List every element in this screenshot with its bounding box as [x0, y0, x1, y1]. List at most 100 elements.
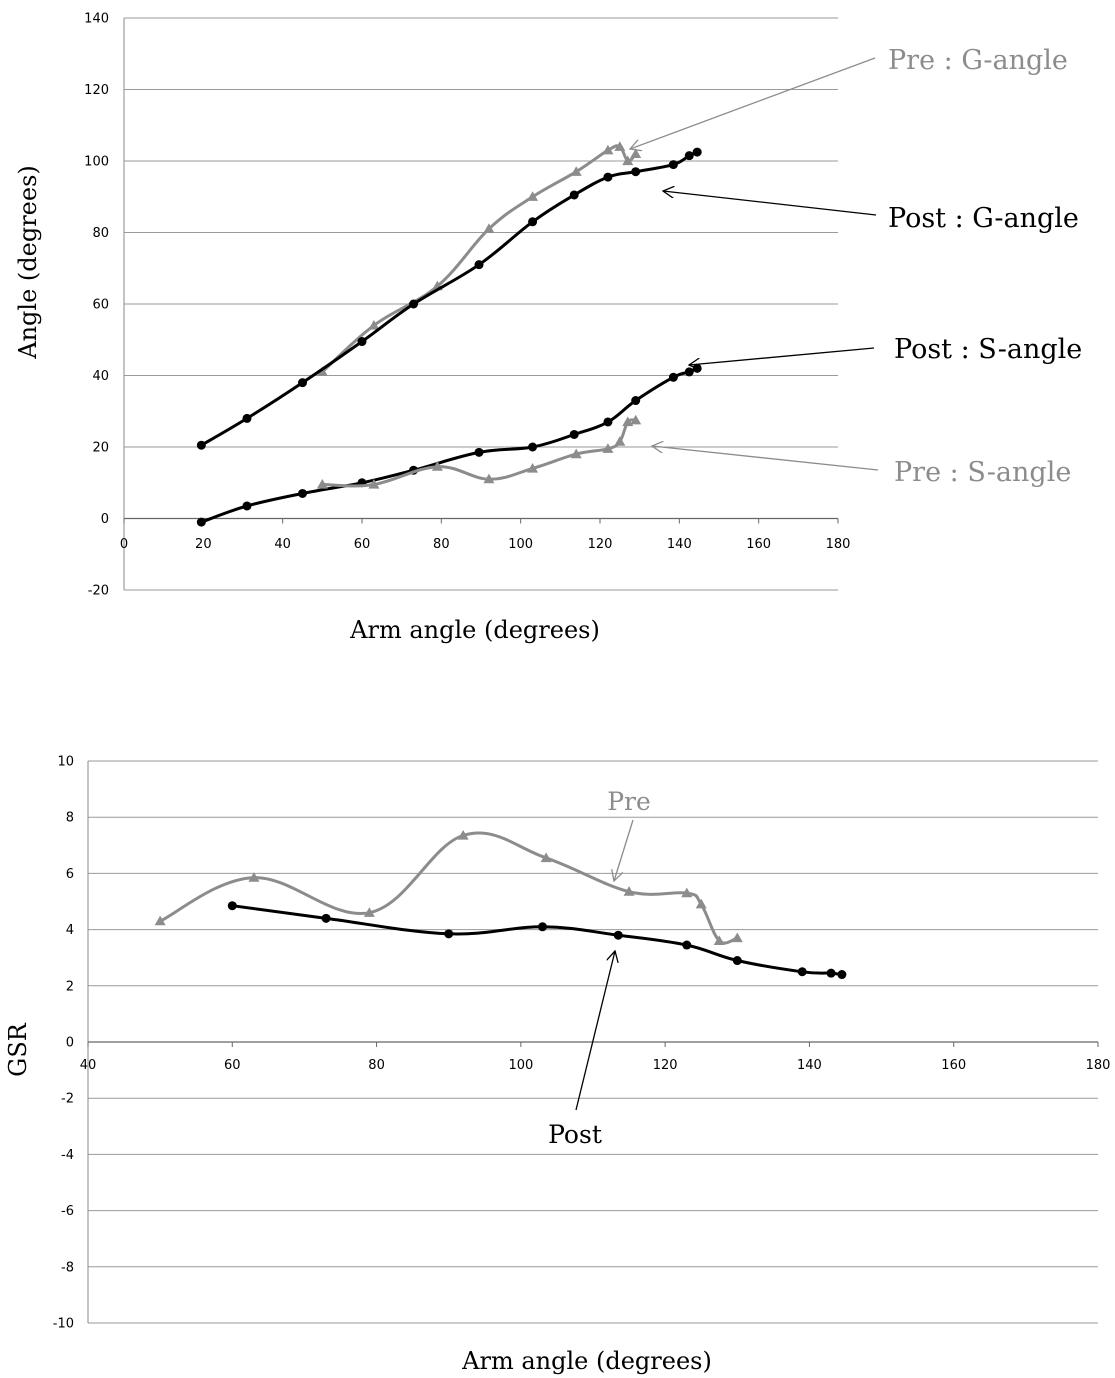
angle-chart-y-axis-title: Angle (degrees) [14, 165, 42, 360]
data-point-post-s-angle [684, 367, 694, 377]
series-pre-s-angle [316, 414, 642, 489]
data-point-pre-s-angle [527, 462, 539, 473]
data-point-pre [154, 915, 166, 926]
data-point-post [321, 913, 331, 923]
arrow-post-s-angle [689, 347, 875, 365]
data-point-pre-s-angle [368, 479, 380, 489]
data-point-pre-g-angle [316, 366, 328, 377]
data-point-pre [713, 935, 725, 945]
data-point-pre-g-angle [527, 191, 539, 201]
data-point-post-g-angle [569, 190, 579, 200]
gsr-y-tick-label: 8 [66, 811, 74, 826]
angle-x-tick-label: 0 [120, 537, 128, 552]
gsr-y-tick-label: -10 [53, 1317, 74, 1332]
data-point-pre-s-angle [316, 479, 328, 489]
angle-x-tick-label: 80 [433, 537, 450, 552]
gsr-y-tick-label: 10 [57, 755, 74, 770]
angle-y-tick-label: 100 [84, 155, 109, 170]
gsr-x-tick-label: 80 [368, 1058, 385, 1073]
gsr-chart-tick-labels: -10 -8 -6 -4 -2 0 2 4 6 8 10 40 60 80 100 120 140 160 180 [53, 755, 1111, 1332]
angle-y-tick-label: 60 [92, 298, 109, 313]
data-point-post-g-angle [357, 337, 367, 347]
data-point-post-g-angle [242, 413, 252, 423]
annotation-pre-s-angle: Pre : S-angle [894, 457, 1071, 488]
data-point-pre [695, 898, 707, 909]
angle-chart: -20 0 20 40 60 80 100 120 140 0 20 40 60 80 100 120 140 1… [14, 12, 1082, 645]
gsr-chart-gridlines [88, 760, 1098, 1324]
data-point-post [732, 956, 742, 966]
data-point-post-s-angle [668, 372, 678, 382]
data-point-post-g-angle [692, 147, 702, 157]
data-point-post-s-angle [631, 396, 641, 406]
angle-chart-x-axis-title: Arm angle (degrees) [349, 616, 600, 644]
angle-chart-gridlines [124, 17, 838, 591]
data-point-post-s-angle [692, 363, 702, 373]
annotation-post: Post [548, 1120, 602, 1149]
data-point-pre [363, 907, 375, 917]
angle-x-tick-label: 60 [354, 537, 371, 552]
series-line-pre [158, 831, 739, 945]
series-line-pre-s-angle [320, 418, 638, 488]
data-point-post-g-angle [196, 440, 206, 450]
arrow-pre [614, 819, 634, 881]
angle-x-tick-label: 120 [588, 537, 613, 552]
series-pre-g-angle [316, 141, 642, 377]
data-point-post-g-angle [668, 160, 678, 170]
data-point-post-g-angle [631, 167, 641, 177]
data-point-pre-s-angle [630, 414, 642, 425]
data-point-post [538, 922, 547, 932]
gsr-y-tick-label: -8 [61, 1260, 74, 1275]
gsr-x-tick-label: 40 [80, 1058, 97, 1073]
gsr-x-tick-label: 120 [653, 1058, 678, 1073]
data-point-post-g-angle [603, 172, 613, 182]
series-pre [154, 829, 743, 945]
gsr-chart-x-axis-title: Arm angle (degrees) [461, 1347, 712, 1375]
angle-y-tick-label: 40 [92, 369, 109, 384]
data-point-pre [248, 872, 260, 882]
angle-y-tick-label: 120 [84, 83, 109, 98]
angle-x-tick-label: 20 [195, 537, 212, 552]
angle-chart-tick-labels: -20 0 20 40 60 80 100 120 140 0 20 40 60 80 100 120 140 1… [84, 12, 850, 599]
data-point-pre-s-angle [602, 443, 614, 453]
data-point-pre-g-angle [570, 166, 582, 176]
data-point-post-s-angle [528, 442, 538, 452]
series-line-post-g-angle [199, 150, 699, 447]
data-point-pre-g-angle [602, 144, 614, 155]
gsr-y-tick-label: -4 [61, 1148, 74, 1163]
annotation-post-s-angle: Post : S-angle [894, 334, 1082, 365]
angle-x-tick-label: 100 [508, 537, 533, 552]
data-point-post-g-angle [474, 260, 484, 270]
series-post-s-angle [196, 363, 702, 527]
gsr-chart-y-axis-title: GSR [4, 1022, 32, 1077]
angle-y-tick-label: 0 [101, 512, 109, 527]
gsr-y-tick-label: 6 [66, 867, 74, 882]
series-line-pre-g-angle [320, 144, 638, 374]
data-point-pre [540, 852, 552, 863]
angle-y-tick-label: 80 [92, 226, 109, 241]
angle-x-tick-label: 160 [746, 537, 771, 552]
gsr-y-tick-label: -2 [61, 1092, 74, 1107]
data-point-pre-g-angle [630, 148, 642, 158]
gsr-x-tick-label: 180 [1086, 1058, 1111, 1073]
data-point-pre-g-angle [368, 319, 380, 330]
angle-y-tick-label: 20 [92, 441, 109, 456]
arrow-pre-s-angle [652, 446, 879, 471]
angle-y-tick-label: -20 [88, 584, 109, 599]
data-point-post-s-angle [474, 447, 484, 457]
data-point-pre-s-angle [570, 448, 582, 459]
data-point-pre-g-angle [614, 141, 626, 151]
data-point-post [227, 901, 237, 911]
arrow-post [575, 951, 615, 1111]
gsr-y-tick-label: 4 [66, 923, 74, 938]
arrow-pre-g-angle [630, 57, 876, 149]
annotation-pre-g-angle: Pre : G-angle [888, 45, 1068, 76]
data-point-pre-s-angle [614, 436, 626, 446]
data-point-pre [457, 829, 469, 840]
data-point-post-s-angle [569, 429, 579, 439]
data-point-pre [623, 886, 635, 896]
gsr-y-tick-label: 2 [66, 979, 74, 994]
gsr-y-tick-label: -6 [61, 1204, 74, 1219]
data-point-post [837, 970, 847, 980]
